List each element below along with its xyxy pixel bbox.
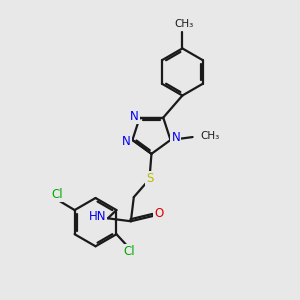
Text: N: N [171,131,180,144]
Text: Cl: Cl [124,245,136,258]
Text: N: N [130,110,139,123]
Text: Cl: Cl [52,188,63,201]
Text: HN: HN [89,210,106,223]
Text: O: O [154,206,164,220]
Text: N: N [122,135,131,148]
Text: S: S [146,172,154,185]
Text: CH₃: CH₃ [200,131,219,142]
Text: CH₃: CH₃ [174,19,194,29]
